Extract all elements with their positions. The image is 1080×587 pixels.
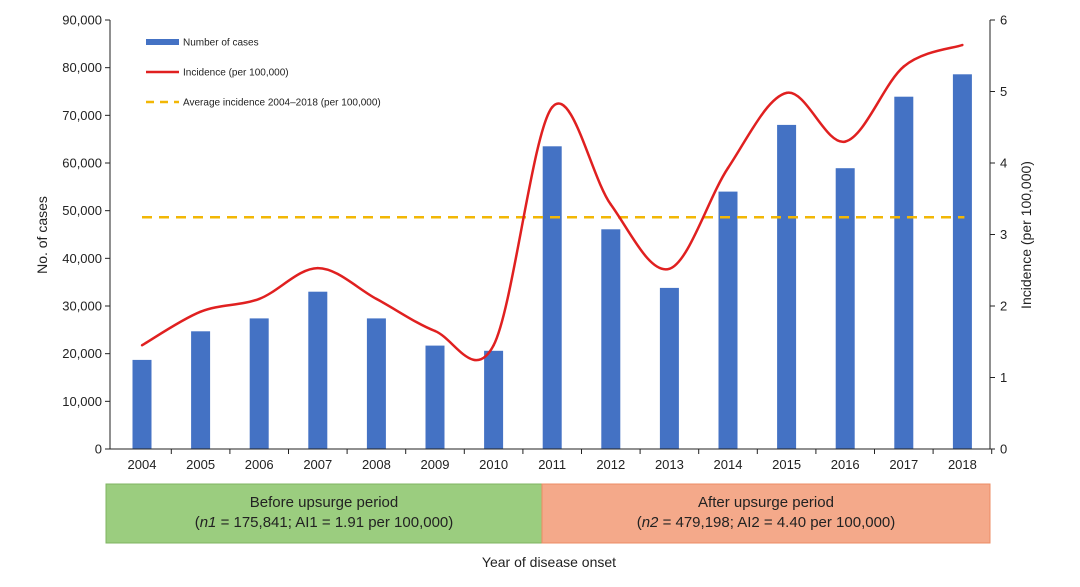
- period-box-after: [541, 483, 991, 544]
- y-tick-label: 70,000: [62, 108, 102, 123]
- bars-layer: [132, 74, 972, 450]
- period-box-before: [105, 483, 543, 544]
- period-stats-open: (: [195, 514, 200, 531]
- period-title: Before upsurge period: [250, 494, 398, 511]
- bar-2008: [366, 318, 386, 449]
- period-stats-open: (: [637, 514, 642, 531]
- incidence-point-2005: [199, 310, 202, 313]
- y2-tick-label: 4: [1000, 156, 1007, 171]
- incidence-point-2014: [726, 166, 730, 170]
- period-title: After upsurge period: [698, 494, 834, 511]
- y-tick-label: 30,000: [62, 299, 102, 314]
- incidence-point-2015: [785, 91, 788, 95]
- x-tick-label: 2016: [831, 457, 860, 472]
- incidence-point-2018: [961, 43, 964, 47]
- y2-tick-label: 0: [1000, 442, 1007, 457]
- incidence-line-layer: [140, 43, 964, 362]
- x-tick-label: 2015: [772, 457, 801, 472]
- legend-swatch-bars: [146, 39, 179, 45]
- incidence-point-2004: [140, 344, 144, 347]
- x-tick-label: 2009: [421, 457, 450, 472]
- y-axis-title: No. of cases: [34, 196, 50, 274]
- legend-label-average: Average incidence 2004–2018 (per 100,000…: [183, 98, 381, 109]
- y2-tick-label: 1: [1000, 370, 1007, 385]
- bar-2004: [132, 359, 152, 449]
- incidence-point-2008: [375, 297, 378, 301]
- x-tick-label: 2017: [889, 457, 918, 472]
- x-tick-label: 2011: [538, 457, 566, 472]
- incidence-point-2016: [844, 140, 847, 143]
- bar-2013: [659, 287, 679, 449]
- x-tick-label: 2014: [714, 457, 743, 472]
- incidence-point-2007: [316, 266, 319, 270]
- x-tick-label: 2013: [655, 457, 684, 472]
- y-tick-label: 50,000: [62, 203, 102, 218]
- period-stats: (n2 = 479,198; AI2 = 4.40 per 100,000): [637, 514, 896, 531]
- x-tick-label: 2004: [128, 457, 157, 472]
- y2-tick-label: 6: [1000, 13, 1007, 28]
- y-tick-label: 10,000: [62, 394, 102, 409]
- legend-label-line: Incidence (per 100,000): [183, 68, 289, 79]
- y2-tick-label: 3: [1000, 227, 1007, 242]
- bar-2009: [425, 345, 445, 449]
- x-tick-label: 2012: [596, 457, 625, 472]
- incidence-point-2017: [902, 65, 905, 68]
- x-tick-label: 2008: [362, 457, 391, 472]
- y-tick-label: 80,000: [62, 60, 102, 75]
- x-tick-label: 2010: [479, 457, 508, 472]
- y2-axis-title: Incidence (per 100,000): [1018, 161, 1034, 309]
- y-tick-label: 60,000: [62, 156, 102, 171]
- x-tick-label: 2007: [303, 457, 332, 472]
- period-stats-n: n1: [200, 514, 217, 531]
- incidence-point-2012: [609, 203, 612, 206]
- incidence-point-2013: [668, 267, 671, 270]
- y2-tick-label: 5: [1000, 84, 1007, 99]
- period-stats-n: n2: [642, 514, 659, 531]
- y-tick-label: 0: [95, 442, 102, 457]
- bar-2016: [835, 168, 855, 449]
- y2-tick-label: 2: [1000, 299, 1007, 314]
- incidence-point-2010: [492, 344, 495, 347]
- incidence-point-2009: [433, 329, 437, 333]
- bar-2018: [952, 74, 972, 450]
- incidence-point-2006: [258, 297, 261, 301]
- x-tick-label: 2018: [948, 457, 977, 472]
- bar-2006: [249, 318, 269, 449]
- bar-2012: [601, 229, 621, 449]
- legend-label-bars: Number of cases: [183, 38, 259, 49]
- y-tick-label: 40,000: [62, 251, 102, 266]
- bar-2015: [777, 124, 797, 450]
- bar-2010: [484, 350, 504, 449]
- legend: Number of cases Incidence (per 100,000) Av…: [146, 38, 381, 109]
- x-tick-label: 2005: [186, 457, 215, 472]
- incidence-line: [141, 43, 963, 362]
- period-boxes: Before upsurge period(n1 = 175,841; AI1 …: [105, 483, 991, 544]
- x-axis-title: Year of disease onset: [482, 554, 616, 570]
- bar-2007: [308, 291, 328, 449]
- period-stats-rest: = 175,841; AI1 = 1.91 per 100,000): [216, 514, 453, 531]
- bar-2014: [718, 191, 738, 449]
- bar-2005: [191, 331, 211, 449]
- x-tick-label: 2006: [245, 457, 274, 472]
- bar-2017: [894, 96, 914, 449]
- bar-2011: [542, 146, 562, 450]
- period-stats: (n1 = 175,841; AI1 = 1.91 per 100,000): [195, 514, 454, 531]
- y-tick-label: 20,000: [62, 346, 102, 361]
- axes-layer: 0 10,000 20,000 30,000 40,000 50,000 60,000 70,…: [62, 13, 1007, 473]
- y-tick-label: 90,000: [62, 13, 102, 28]
- incidence-point-2011: [551, 106, 554, 109]
- period-stats-rest: = 479,198; AI2 = 4.40 per 100,000): [658, 514, 895, 531]
